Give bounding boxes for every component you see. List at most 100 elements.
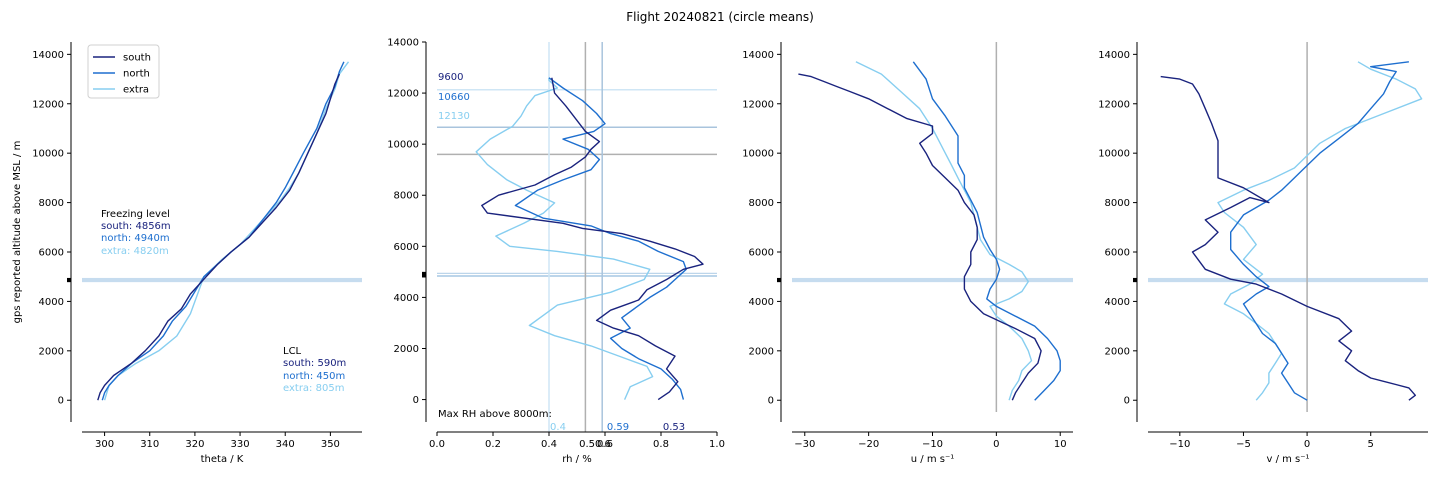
series-line-north [1230,61,1409,401]
y-tick-label: 4000 [39,297,64,308]
freezing-level-extra: extra: 4820m [101,246,169,257]
y-tick-label: 4000 [394,293,419,304]
x-tick-label: 320 [185,439,204,450]
y-tick-label: 10000 [387,140,419,151]
freezing-level-band [1148,277,1428,283]
x-tick-label: 0.4 [541,439,557,450]
freezing-level-south: south: 4856m [101,221,171,232]
max-rh-height-extra: 12130 [438,111,470,122]
y-tick-label: 8000 [749,198,774,209]
x-tick-label: 1.0 [709,439,725,450]
max-rh-height-north: 10660 [438,92,470,103]
x-tick-label: −30 [794,439,815,450]
series-line-south [1160,75,1416,401]
y-tick-label: 12000 [32,99,64,110]
y-tick-label: 14000 [742,50,774,61]
lcl-south: south: 590m [283,358,346,369]
legend-label-north: north [123,69,150,80]
max-rh-heading: Max RH above 8000m: [438,409,552,420]
legend-label-south: south [123,53,151,64]
x-tick-label: 10 [1054,439,1067,450]
x-axis-label: theta / K [201,454,244,465]
freezing-level-marker [1133,277,1137,283]
lcl-north: north: 450m [283,371,345,382]
x-tick-label: −20 [858,439,879,450]
x-tick-label: 310 [140,439,159,450]
max-rh-value-extra: 0.4 [550,422,566,433]
max-rh-value-mid: 0.50.6 [579,439,611,450]
y-tick-label: 12000 [742,99,774,110]
y-tick-label: 10000 [1098,149,1130,160]
legend-label-extra: extra [123,85,149,96]
figure-title: Flight 20240821 (circle means) [626,10,814,24]
x-axis-label: v / m s⁻¹ [1266,454,1309,465]
x-axis-label: u / m s⁻¹ [911,454,954,465]
freezing-level-north: north: 4940m [101,233,170,244]
series-line-extra [103,61,350,401]
freezing-level-marker [777,277,781,283]
x-tick-label: 0 [993,439,999,450]
y-tick-label: 0 [413,395,419,406]
x-tick-label: −10 [922,439,943,450]
x-tick-label: −10 [1169,439,1190,450]
y-tick-label: 4000 [1105,297,1130,308]
max-rh-height-south: 9600 [438,72,463,83]
x-tick-label: 300 [95,439,114,450]
freezing-level-marker [422,271,426,278]
y-tick-label: 2000 [394,344,419,355]
x-axis-label: rh / % [562,454,592,465]
y-tick-label: 6000 [749,248,774,259]
y-tick-label: 0 [1124,396,1130,407]
y-tick-label: 6000 [39,248,64,259]
series-line-south [97,73,341,401]
x-tick-label: 5 [1368,439,1374,450]
y-tick-label: 8000 [39,198,64,209]
lcl-extra: extra: 805m [283,383,344,394]
freezing-level-band [792,277,1073,283]
y-tick-label: 4000 [749,297,774,308]
y-tick-label: 14000 [1098,50,1130,61]
y-tick-label: 6000 [394,242,419,253]
y-axis-label: gps reported altitude above MSL / m [12,141,23,324]
freezing-level-marker [67,277,71,283]
max-rh-value-south: 0.53 [663,422,685,433]
series-line-south [798,73,1042,401]
panel-v: −10 −5 0 5 0 2000 4000 6000 8000 10000 12000 14000 v… [1098,42,1428,465]
series-line-extra [475,77,654,400]
x-tick-label: 0.6 [597,439,613,450]
panel-rh: 0.0 0.2 0.4 0.6 0.8 1.0 0 2000 4000 6000 8000 10000… [387,38,725,466]
x-tick-label: 340 [276,439,295,450]
y-tick-label: 14000 [387,38,419,49]
max-rh-value-north: 0.59 [607,422,629,433]
series-line-extra [1217,61,1423,401]
y-tick-label: 10000 [742,149,774,160]
series-line-extra [855,61,1033,401]
panel-u: −30 −20 −10 0 10 0 2000 4000 6000 8000 10000 12000 1… [742,42,1073,465]
y-tick-label: 2000 [1105,346,1130,357]
y-tick-label: 0 [768,396,774,407]
legend: south north extra [87,44,160,99]
y-tick-label: 2000 [39,346,64,357]
series-line-south [481,77,704,401]
freezing-level-heading: Freezing level [101,209,170,220]
y-tick-label: 2000 [749,346,774,357]
x-tick-label: 0.8 [653,439,669,450]
x-tick-label: −5 [1236,439,1251,450]
y-tick-label: 10000 [32,149,64,160]
x-tick-label: 0.0 [429,439,445,450]
series-line-north [514,77,687,400]
legend-box [87,44,160,99]
y-tick-label: 8000 [394,191,419,202]
panel-theta: 300 310 320 330 340 350 0 2000 4000 6000 8000 10000… [12,42,362,465]
x-tick-label: 0 [1304,439,1310,450]
y-tick-label: 14000 [32,50,64,61]
series-line-north [912,61,1061,401]
y-tick-label: 8000 [1105,198,1130,209]
y-tick-label: 12000 [1098,99,1130,110]
freezing-level-band [82,277,362,283]
lcl-heading: LCL [283,346,302,357]
x-tick-label: 0.2 [485,439,501,450]
x-tick-label: 350 [321,439,340,450]
x-tick-label: 330 [231,439,250,450]
